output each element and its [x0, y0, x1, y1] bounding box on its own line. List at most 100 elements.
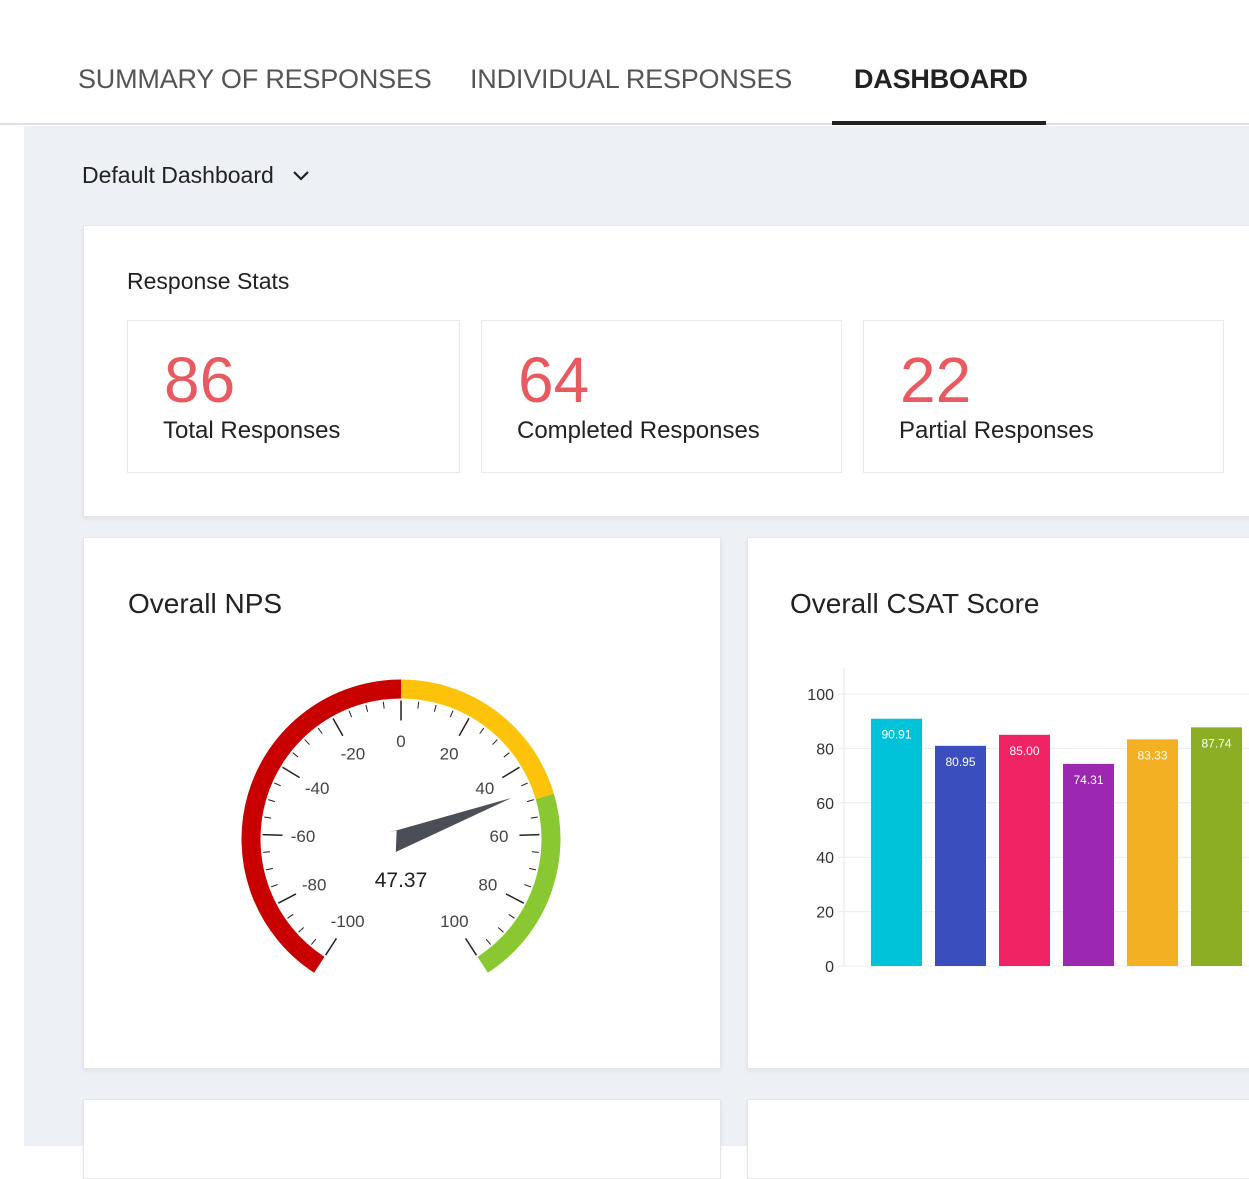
- stat-value: 86: [164, 344, 236, 416]
- gauge-major-tick: [324, 937, 338, 956]
- gauge-tick-label: -40: [305, 779, 330, 798]
- bar-data-label: 85.00: [1009, 744, 1039, 758]
- bar-data-label: 83.33: [1137, 748, 1167, 762]
- gauge-minor-tick: [449, 710, 454, 718]
- gauge-tick-label: 0: [396, 732, 405, 751]
- gauge-major-tick: [505, 893, 525, 904]
- response-stats-title: Response Stats: [127, 268, 290, 294]
- gauge-major-tick: [332, 717, 344, 737]
- bar-data-label: 80.95: [945, 755, 975, 769]
- y-tick-label: 60: [816, 796, 834, 813]
- stat-value: 22: [900, 344, 972, 416]
- dashboard-card-bottom-right: [747, 1099, 1249, 1179]
- gauge-tick-label: 40: [475, 779, 494, 798]
- gauge-minor-tick: [317, 727, 323, 734]
- bar: [1063, 763, 1114, 966]
- y-tick-label: 20: [816, 905, 834, 922]
- gauge-band: [477, 793, 561, 973]
- gauge-major-tick: [262, 833, 283, 837]
- gauge-minor-tick: [479, 727, 485, 734]
- gauge-tick-label: -60: [291, 827, 316, 846]
- gauge-minor-tick: [521, 782, 528, 787]
- tab-dashboard[interactable]: DASHBOARD: [854, 64, 1028, 94]
- gauge-minor-tick: [268, 799, 276, 803]
- gauge-major-tick: [282, 766, 301, 779]
- gauge-minor-tick: [433, 704, 437, 712]
- gauge-minor-tick: [304, 739, 310, 745]
- gauge-minor-tick: [298, 927, 305, 933]
- y-tick-label: 0: [825, 959, 834, 976]
- gauge-minor-tick: [264, 816, 272, 819]
- bar-data-label: 74.31: [1073, 773, 1103, 787]
- gauge-value-label: 47.37: [375, 869, 428, 892]
- gauge-major-tick: [464, 937, 478, 956]
- bar: [935, 745, 986, 966]
- dashboard-select-value: Default Dashboard: [82, 162, 274, 188]
- gauge-minor-tick: [497, 927, 504, 933]
- gauge-minor-tick: [524, 884, 532, 888]
- csat-bar-chart: 0 20 40 60 80 100 90.91 80.95 85.00 74.31 83.33 87.…: [807, 668, 1249, 976]
- bar: [871, 718, 922, 966]
- stat-label: Total Responses: [163, 417, 341, 444]
- nps-gauge: -100-80 -60 -40 -20 0 20 40 60 80 100 47.37: [241, 679, 561, 973]
- gauge-minor-tick: [526, 799, 534, 803]
- gauge-major-tick: [501, 766, 520, 779]
- csat-card: Overall CSAT Score 0 20 40 60 80 100 90.91 80.9…: [747, 537, 1249, 1069]
- stat-label: Partial Responses: [899, 417, 1094, 444]
- bar: [1191, 727, 1242, 966]
- gauge-band: [241, 679, 402, 973]
- gauge-tick-label: 100: [440, 912, 468, 931]
- gauge-minor-tick: [530, 816, 538, 819]
- gauge-minor-tick: [287, 913, 294, 919]
- gauge-tick-label: -100: [331, 912, 365, 931]
- bar-data-label: 90.91: [881, 728, 911, 742]
- response-stats-card: Response Stats 86 Total Responses 64 Com…: [83, 225, 1249, 517]
- gauge-minor-tick: [417, 701, 420, 709]
- tab-bar: SUMMARY OF RESPONSES INDIVIDUAL RESPONSE…: [0, 0, 1249, 125]
- gauge-minor-tick: [310, 938, 317, 945]
- csat-title: Overall CSAT Score: [790, 588, 1040, 619]
- gauge-major-tick: [458, 717, 470, 737]
- gauge-minor-tick: [485, 938, 492, 945]
- dashboard-card-bottom-left: [83, 1099, 721, 1179]
- gauge-tick-label: 60: [489, 827, 508, 846]
- y-tick-label: 100: [807, 687, 834, 704]
- stat-partial-responses: 22 Partial Responses: [863, 320, 1224, 473]
- y-tick-label: 40: [816, 850, 834, 867]
- active-tab-indicator: [832, 121, 1046, 125]
- chevron-down-icon: [293, 170, 309, 181]
- gauge-tick-label: 80: [478, 875, 497, 894]
- gauge-minor-tick: [365, 704, 369, 712]
- gauge-minor-tick: [508, 913, 515, 919]
- gauge-tick-label: 20: [440, 745, 459, 764]
- stat-value: 64: [518, 344, 590, 416]
- gauge-tick-label: -80: [302, 875, 327, 894]
- gauge-minor-tick: [292, 752, 299, 758]
- gauge-minor-tick: [503, 752, 510, 758]
- gauge-major-tick: [519, 833, 540, 837]
- y-tick-label: 80: [816, 741, 834, 758]
- tab-individual-responses[interactable]: INDIVIDUAL RESPONSES: [470, 64, 793, 94]
- nps-title: Overall NPS: [128, 588, 283, 619]
- bar-data-label: 87.74: [1201, 736, 1231, 750]
- gauge-minor-tick: [263, 851, 271, 853]
- gauge-minor-tick: [274, 782, 281, 787]
- gauge-band: [400, 679, 554, 800]
- stat-total-responses: 86 Total Responses: [127, 320, 460, 473]
- gauge-minor-tick: [382, 701, 385, 709]
- nps-card: Overall NPS -100 -80 -60 -40 -20 0 20 40 60 80 100…: [83, 537, 721, 1069]
- gauge-minor-tick: [270, 884, 278, 888]
- gauge-minor-tick: [348, 710, 353, 718]
- dashboard-area: Default Dashboard Response Stats 86 Tota…: [24, 126, 1249, 1179]
- gauge-minor-tick: [265, 867, 273, 871]
- gauge-major-tick: [277, 893, 297, 904]
- tab-summary-of-responses[interactable]: SUMMARY OF RESPONSES: [78, 64, 432, 94]
- gauge-minor-tick: [492, 739, 498, 745]
- stat-completed-responses: 64 Completed Responses: [481, 320, 842, 473]
- bar: [1127, 739, 1178, 966]
- bar: [999, 734, 1050, 966]
- gauge-minor-tick: [529, 867, 537, 871]
- dashboard-select[interactable]: Default Dashboard: [82, 162, 310, 189]
- gauge-tick-label: -20: [341, 745, 366, 764]
- stat-label: Completed Responses: [517, 417, 760, 444]
